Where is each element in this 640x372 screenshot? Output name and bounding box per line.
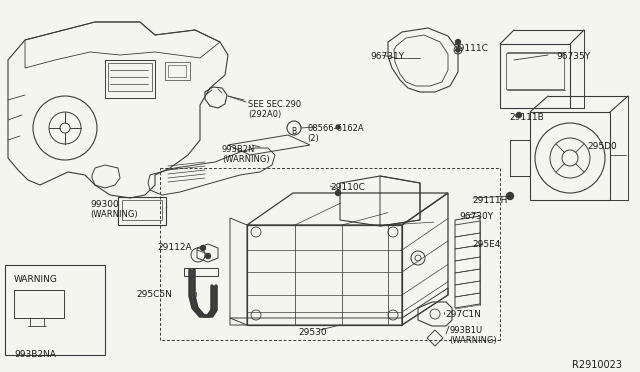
Circle shape (456, 39, 461, 45)
Text: 29111H: 29111H (472, 196, 508, 205)
Bar (108, 63, 152, 91)
Circle shape (205, 253, 211, 259)
Text: (WARNING): (WARNING) (449, 336, 497, 345)
Text: 993B1U: 993B1U (449, 326, 482, 335)
Bar (14, 290, 64, 318)
Text: 08566-6162A: 08566-6162A (307, 124, 364, 133)
Bar (105, 60, 155, 98)
Circle shape (336, 125, 340, 129)
Text: 993B2N: 993B2N (222, 145, 255, 154)
Text: 29110C: 29110C (330, 183, 365, 192)
Bar (118, 197, 166, 225)
Text: 96731Y: 96731Y (370, 52, 404, 61)
Text: 96735Y: 96735Y (556, 52, 590, 61)
Bar (5, 265, 105, 355)
Text: 29112A: 29112A (157, 243, 191, 252)
Bar (122, 200, 162, 220)
Text: B: B (291, 128, 296, 137)
Bar (506, 53, 564, 89)
Text: (WARNING): (WARNING) (222, 155, 269, 164)
Text: 29111C: 29111C (453, 44, 488, 53)
Text: 29530: 29530 (298, 328, 326, 337)
Text: 29111B: 29111B (509, 113, 544, 122)
Text: (WARNING): (WARNING) (90, 210, 138, 219)
Circle shape (335, 190, 340, 196)
Text: 295D0: 295D0 (587, 142, 617, 151)
Text: (2): (2) (307, 134, 319, 143)
Text: 295C5N: 295C5N (136, 290, 172, 299)
Circle shape (200, 246, 205, 250)
Text: WARNING: WARNING (14, 275, 58, 284)
Bar (184, 268, 218, 276)
Bar (168, 65, 186, 77)
Circle shape (506, 192, 513, 199)
Text: R2910023: R2910023 (572, 360, 622, 370)
Text: 96730Y: 96730Y (459, 212, 493, 221)
Text: 99300: 99300 (90, 200, 119, 209)
Circle shape (516, 112, 522, 118)
Text: SEE SEC.290: SEE SEC.290 (248, 100, 301, 109)
Text: 295E4: 295E4 (472, 240, 500, 249)
Text: (292A0): (292A0) (248, 110, 281, 119)
Text: 297C1N: 297C1N (445, 310, 481, 319)
Bar (165, 62, 190, 80)
Circle shape (456, 48, 460, 52)
Text: 993B2NA: 993B2NA (14, 350, 56, 359)
